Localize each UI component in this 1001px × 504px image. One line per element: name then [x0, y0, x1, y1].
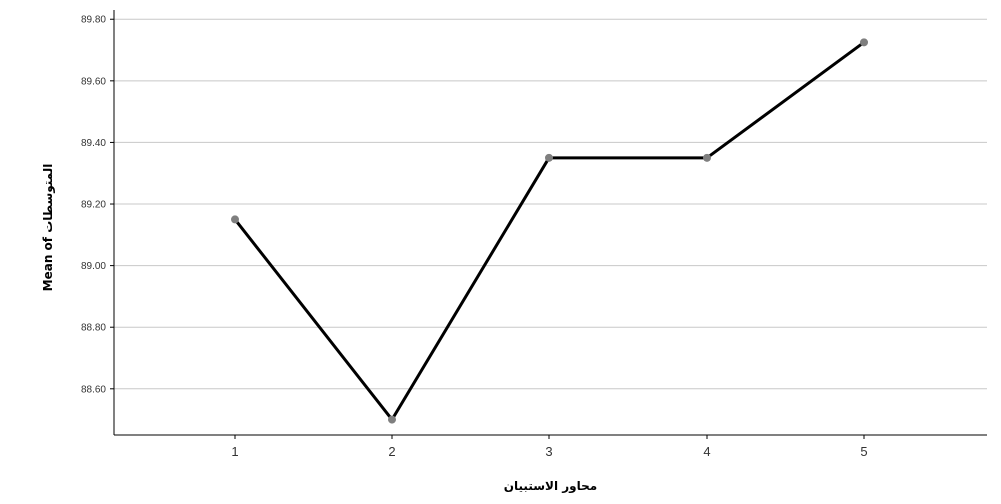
y-axis-title: Mean of المتوسطات: [41, 164, 56, 292]
x-axis-title: محاور الاستبيان: [504, 479, 597, 494]
y-tick-labels: 89.80 89.60 89.40 89.20 89.00 88.80 88.60: [81, 15, 106, 396]
y-tick-label: 89.00: [81, 261, 106, 272]
series-markers: [231, 38, 868, 424]
data-point-5: [860, 38, 868, 47]
data-point-3: [545, 153, 553, 162]
series-line: [233, 40, 866, 422]
y-tick-label: 89.80: [81, 15, 106, 26]
gridlines: [114, 18, 987, 390]
x-tick-labels: 1 2 3 4 5: [231, 444, 867, 459]
y-tick-label: 88.80: [81, 323, 106, 334]
y-tick-label: 89.60: [81, 76, 106, 87]
y-tick-label: 89.40: [81, 138, 106, 149]
x-tick-label: 5: [860, 444, 867, 459]
data-point-2: [388, 415, 396, 424]
x-tick-label: 4: [703, 444, 710, 459]
x-tick-label: 1: [231, 444, 238, 459]
x-tick-label: 3: [545, 444, 552, 459]
x-tick-label: 2: [388, 444, 395, 459]
y-tick-label: 89.20: [81, 200, 106, 211]
axes: [110, 10, 987, 439]
y-tick-label: 88.60: [81, 384, 106, 395]
data-point-4: [703, 153, 711, 162]
data-point-1: [231, 215, 239, 224]
series-polyline: [233, 40, 866, 422]
